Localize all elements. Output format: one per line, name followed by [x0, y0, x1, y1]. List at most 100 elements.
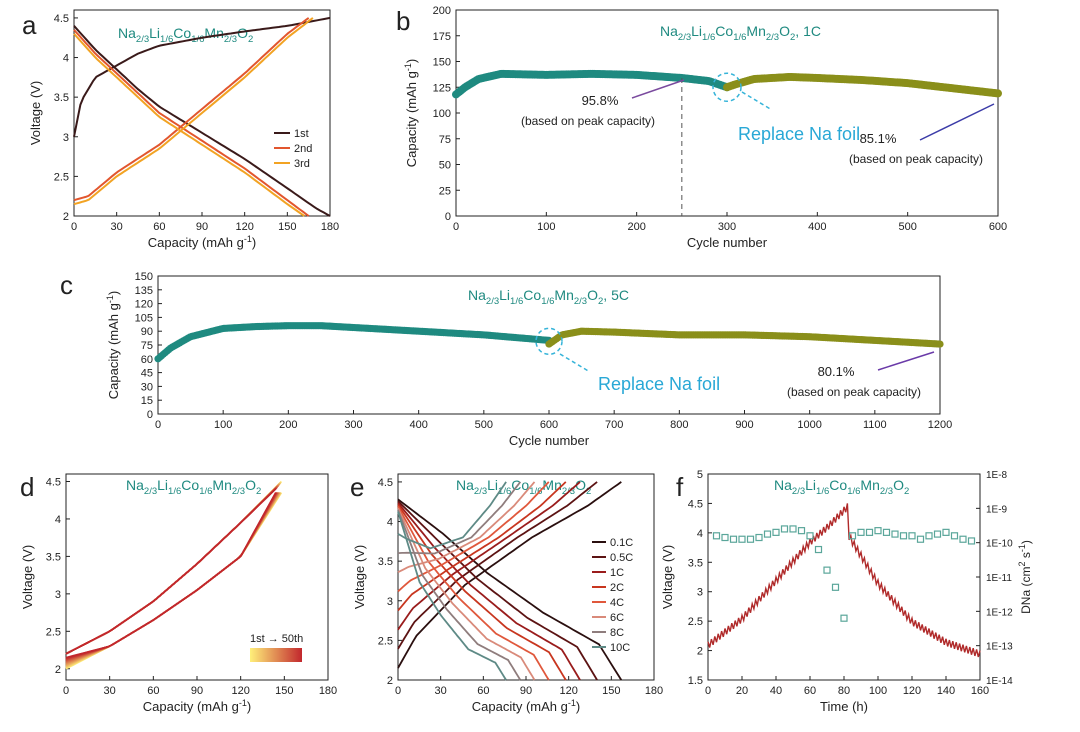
title-part: 2 [598, 296, 603, 307]
x-tick-label: 30 [104, 685, 116, 697]
y2-tick-label: 1E-8 [986, 470, 1008, 481]
y-tick-label: 4.5 [46, 476, 61, 488]
title-part: 1/6 [847, 486, 860, 497]
label-text: Capacity (mAh g [106, 303, 121, 399]
x-tick-label: 120 [903, 685, 921, 697]
title-part: 2 [586, 486, 591, 497]
title-part: Na [126, 477, 144, 493]
y-tick-label: 4 [63, 53, 69, 65]
series-2nd-charge [73, 17, 310, 202]
title-part: 1/6 [702, 32, 715, 43]
title-part: 2 [248, 34, 253, 45]
x-tick-label: 60 [147, 685, 159, 697]
panel-letter-c: c [60, 270, 73, 300]
diffusion-point [738, 535, 746, 543]
y-tick-label: 100 [433, 108, 451, 120]
x-tick-label: 1000 [797, 419, 821, 431]
diffusion-point [789, 525, 797, 533]
y2-axis-label: DNa (cm2 s-1) [1017, 540, 1033, 614]
series-1st-discharge [73, 25, 331, 217]
cycle-curve [65, 486, 278, 655]
x-tick-label: 100 [214, 419, 232, 431]
cycle-curve [65, 492, 281, 666]
cycle-curve [65, 485, 279, 655]
series-6C-discharge [397, 507, 536, 681]
y-tick-label: 4 [387, 517, 393, 529]
title-part: Na [774, 477, 792, 493]
diffusion-point [814, 545, 823, 554]
x-tick-label: 150 [275, 685, 293, 697]
series-10C-charge [397, 481, 507, 550]
diffusion-point [729, 535, 738, 543]
diffusion-point [916, 535, 925, 543]
label-sup: -1 [568, 698, 576, 708]
title-part: Co [829, 477, 847, 493]
diffusion-point [882, 528, 891, 536]
diffusion-point [806, 532, 814, 540]
x-tick-label: 90 [191, 685, 203, 697]
cycle-curve [65, 488, 277, 655]
title-part: 1/6 [168, 486, 181, 497]
y-tick-label: 2.5 [688, 616, 703, 628]
panel-letter-b: b [396, 6, 410, 36]
title-part: 1/6 [816, 486, 829, 497]
title-part: O [575, 477, 586, 493]
annotation-arrow [631, 79, 685, 99]
cycle-curve [65, 487, 277, 655]
label-text: DNa (cm [1019, 567, 1033, 614]
title-part: 2/3 [224, 34, 237, 45]
label-text: Capacity (mAh g [143, 699, 239, 714]
y-tick-label: 120 [135, 299, 153, 311]
y2-tick-label: 1E-11 [986, 573, 1012, 584]
x-tick-label: 0 [63, 685, 69, 697]
x-tick-label: 500 [475, 419, 493, 431]
y-axis-label: Voltage (V) [20, 545, 35, 609]
annotation-text: Replace Na foil [598, 374, 720, 394]
label-sup: -1 [244, 234, 252, 244]
y-tick-label: 2.5 [46, 626, 61, 638]
cycle-curve [65, 484, 280, 655]
title-part: Na [660, 23, 678, 39]
diffusion-point [797, 527, 806, 535]
diffusion-point [950, 532, 959, 540]
title-part: 1/6 [529, 486, 542, 497]
legend-label-6C: 6C [610, 612, 624, 624]
cycle-curve [65, 483, 281, 655]
y-tick-label: 4.5 [688, 498, 703, 510]
title-part: Li [149, 25, 160, 41]
x-tick-label: 100 [869, 685, 887, 697]
title-part: O [779, 23, 790, 39]
x-axis-label: Cycle number [687, 235, 768, 250]
title-part: Li [499, 287, 510, 303]
series-3rd-charge [73, 17, 314, 206]
cycle-curve [65, 492, 281, 667]
legend-label-1C: 1C [610, 567, 624, 579]
series-8C-charge [397, 481, 522, 555]
label-sup: -1 [1017, 544, 1027, 552]
y-tick-label: 2.5 [378, 635, 393, 647]
panel-letter-f: f [676, 472, 684, 502]
y-tick-label: 3 [387, 596, 393, 608]
cycle-curve [65, 492, 282, 668]
x-axis-label: Cycle number [509, 433, 590, 448]
title-part: 2/3 [792, 486, 805, 497]
y-tick-label: 150 [135, 271, 153, 283]
x-tick-label: 300 [718, 221, 736, 233]
title-part: Mn [204, 25, 223, 41]
series-8C-discharge [397, 509, 522, 681]
annotation-text: Replace Na foil [738, 124, 860, 144]
legend-label-4C: 4C [610, 597, 624, 609]
cycle-curve [65, 486, 278, 655]
y2-tick-label: 1E-14 [986, 676, 1013, 687]
y-tick-label: 4 [55, 514, 61, 526]
x-tick-label: 100 [537, 221, 555, 233]
x-tick-label: 700 [605, 419, 623, 431]
x-tick-label: 90 [520, 685, 532, 697]
annotation-text: 95.8% [582, 93, 619, 108]
cycle-curve [65, 492, 282, 668]
cycle-curve [65, 492, 280, 666]
y-tick-label: 3.5 [46, 551, 61, 563]
y2-tick-label: 1E-13 [986, 642, 1013, 653]
cycle-curve [65, 481, 282, 655]
title-part: 1/6 [510, 296, 523, 307]
